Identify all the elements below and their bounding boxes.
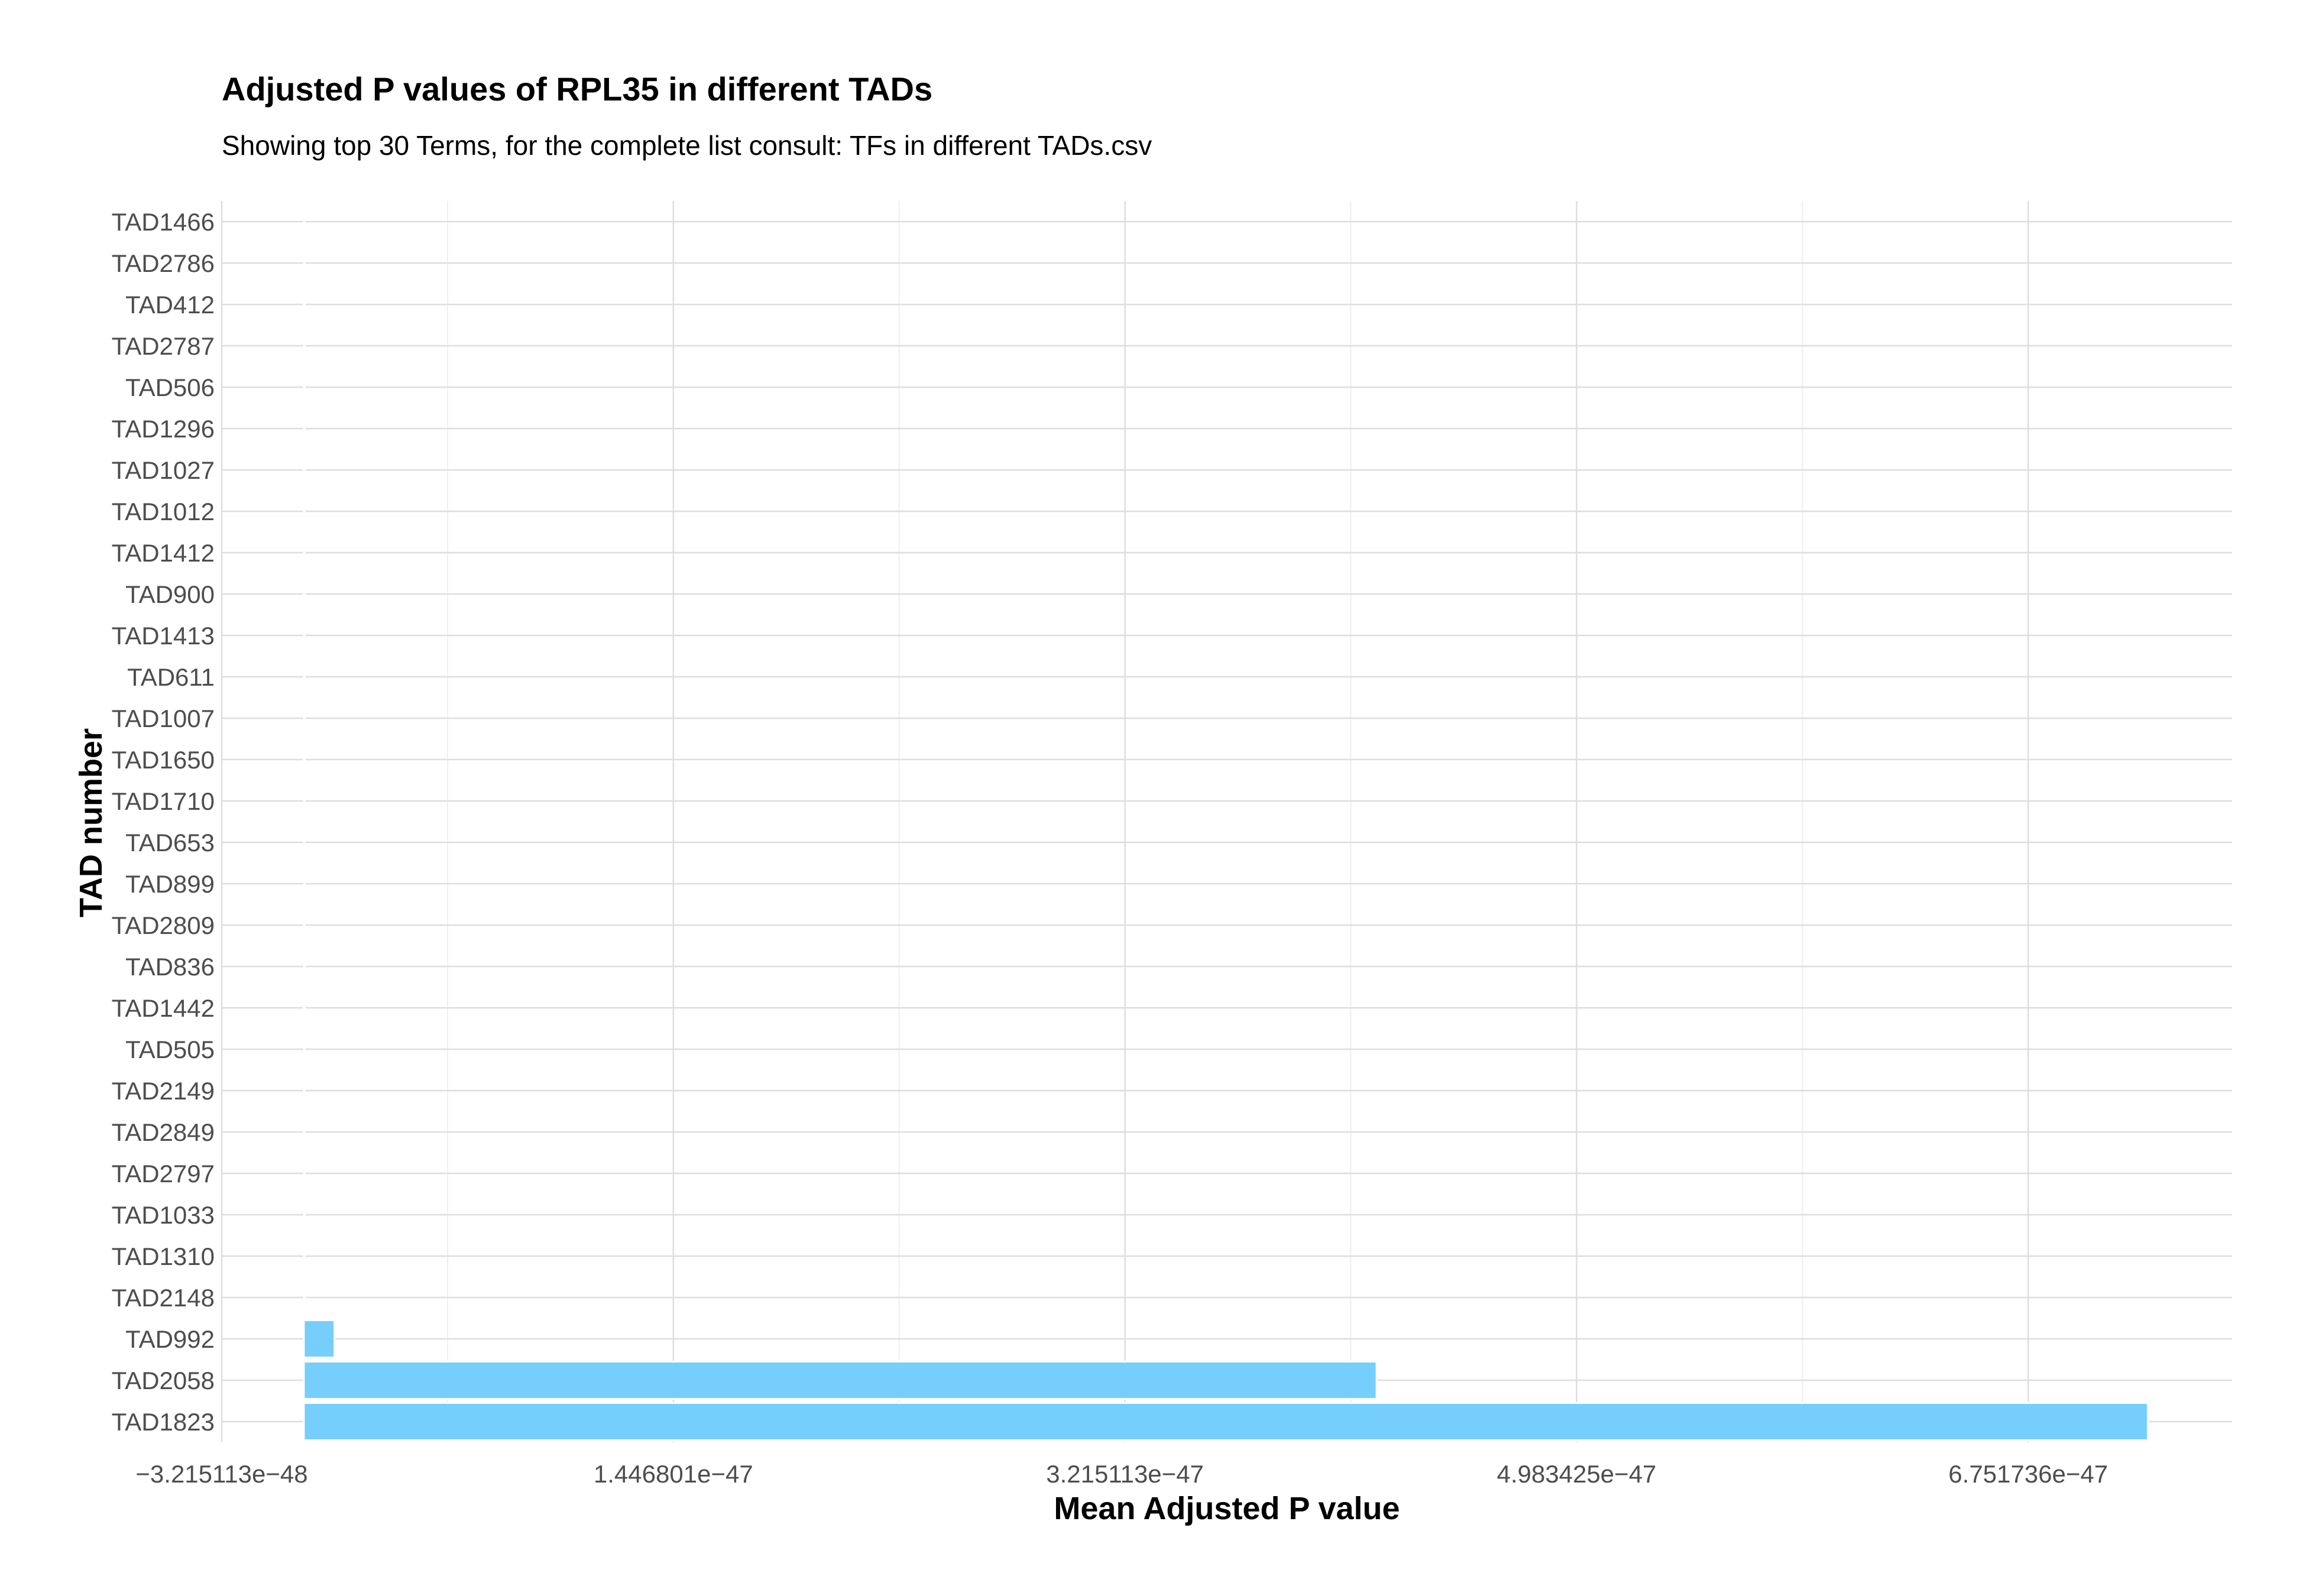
bars xyxy=(303,202,2149,1441)
bar xyxy=(303,492,306,531)
y-tick-label: TAD1650 xyxy=(112,746,215,774)
x-tick-label: 6.751736e−47 xyxy=(1948,1460,2108,1488)
x-tick-label: 4.983425e−47 xyxy=(1497,1460,1657,1488)
bar xyxy=(303,244,306,283)
y-tick-label: TAD1310 xyxy=(112,1243,215,1270)
x-tick-label: −3.215113e−48 xyxy=(135,1460,307,1488)
bar xyxy=(303,202,306,241)
y-tick-label: TAD1466 xyxy=(112,208,215,236)
y-tick-label: TAD2148 xyxy=(112,1284,215,1312)
y-tick-label: TAD2149 xyxy=(112,1077,215,1105)
x-tick-labels: −3.215113e−48 1.446801e−47 3.215113e−47 4.9… xyxy=(135,1460,2108,1488)
y-tick-label: TAD900 xyxy=(125,580,215,608)
x-tick-label: 3.215113e−47 xyxy=(1046,1460,1204,1488)
bar xyxy=(303,657,306,696)
bar xyxy=(303,1112,306,1151)
chart-title: Adjusted P values of RPL35 in different … xyxy=(222,70,932,108)
bar xyxy=(303,864,306,903)
bar xyxy=(303,1195,306,1234)
y-tick-label: TAD1442 xyxy=(112,994,215,1022)
y-tick-label: TAD2849 xyxy=(112,1118,215,1146)
bar xyxy=(303,823,306,862)
bar xyxy=(303,1278,306,1317)
bar xyxy=(303,368,306,407)
bar xyxy=(303,326,306,365)
bar xyxy=(303,988,306,1027)
bar xyxy=(303,947,306,986)
x-axis-title: Mean Adjusted P value xyxy=(1054,1491,1400,1526)
bar xyxy=(303,575,306,614)
y-tick-label: TAD899 xyxy=(125,870,215,898)
bar xyxy=(303,616,306,655)
y-tick-label: TAD1033 xyxy=(112,1201,215,1229)
bar xyxy=(303,285,306,324)
y-tick-label: TAD1012 xyxy=(112,498,215,525)
y-tick-label: TAD412 xyxy=(125,291,215,319)
bar xyxy=(303,699,306,738)
y-tick-label: TAD2058 xyxy=(112,1367,215,1394)
bar xyxy=(303,1071,306,1110)
y-tick-label: TAD2809 xyxy=(112,911,215,939)
y-tick-label: TAD1296 xyxy=(112,415,215,443)
bar xyxy=(303,533,306,572)
bar xyxy=(303,781,306,820)
bar xyxy=(303,1361,1378,1400)
bar xyxy=(303,1154,306,1193)
y-tick-label: TAD992 xyxy=(125,1325,215,1353)
y-tick-label: TAD611 xyxy=(127,663,215,691)
bar xyxy=(303,450,306,489)
y-tick-label: TAD1007 xyxy=(112,705,215,732)
y-tick-labels: TAD1466 TAD2786 TAD412 TAD2787 TAD506 TAD1296… xyxy=(112,208,215,1436)
y-tick-label: TAD1710 xyxy=(112,787,215,815)
y-tick-label: TAD2786 xyxy=(112,249,215,277)
bar xyxy=(303,906,306,945)
y-tick-label: TAD1823 xyxy=(112,1408,215,1436)
y-tick-label: TAD2797 xyxy=(112,1160,215,1188)
y-tick-label: TAD653 xyxy=(125,829,215,857)
bar xyxy=(303,740,306,779)
y-axis-title: TAD number xyxy=(73,728,109,917)
chart-subtitle: Showing top 30 Terms, for the complete l… xyxy=(222,130,1152,161)
bar xyxy=(303,1319,336,1358)
y-tick-label: TAD1412 xyxy=(112,539,215,567)
bar xyxy=(303,1030,306,1069)
bar xyxy=(303,1237,306,1276)
y-tick-label: TAD836 xyxy=(125,953,215,981)
y-tick-label: TAD2787 xyxy=(112,332,215,360)
x-tick-label: 1.446801e−47 xyxy=(594,1460,753,1488)
bar xyxy=(303,1402,2149,1441)
y-tick-label: TAD505 xyxy=(125,1036,215,1063)
grid xyxy=(221,201,2232,1442)
bar xyxy=(303,409,306,448)
y-tick-label: TAD1027 xyxy=(112,456,215,484)
y-tick-label: TAD506 xyxy=(125,374,215,401)
y-tick-label: TAD1413 xyxy=(112,622,215,650)
